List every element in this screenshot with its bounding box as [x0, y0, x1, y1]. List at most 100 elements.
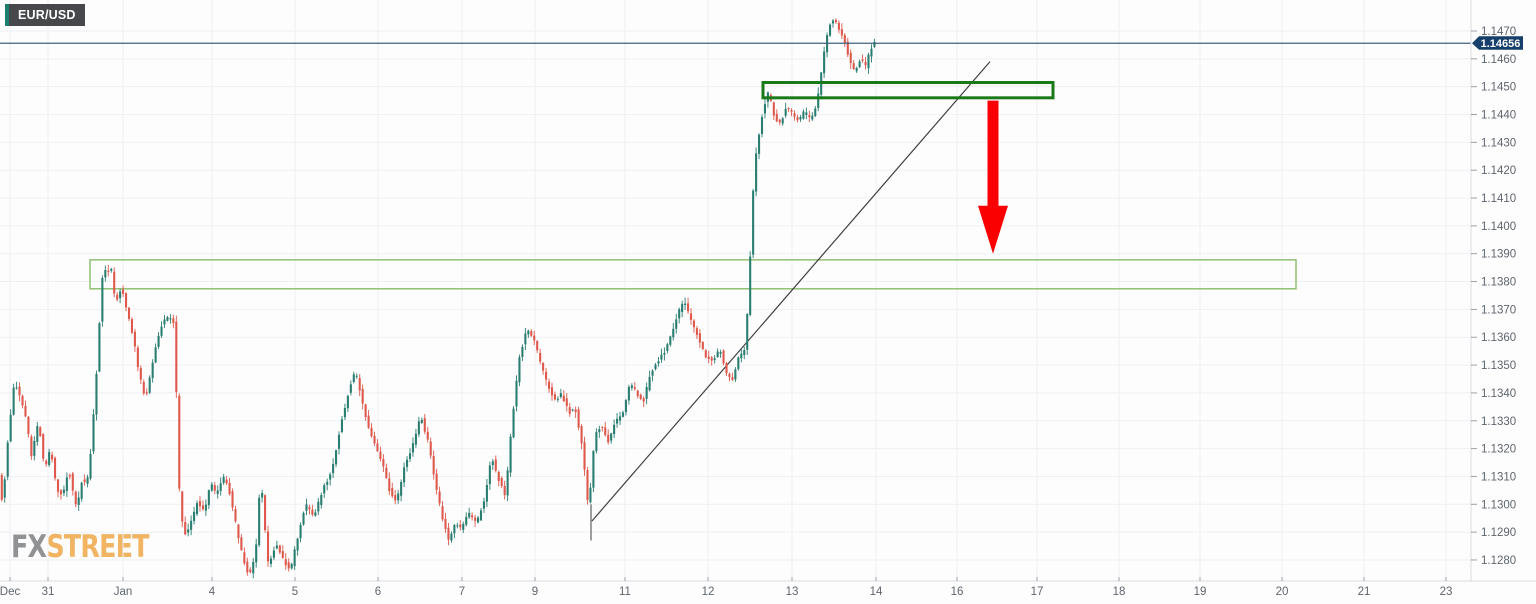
candle-body — [737, 357, 740, 370]
candle-body — [225, 479, 228, 484]
candle-body — [583, 442, 586, 470]
time-tick-label: 23 — [1440, 586, 1453, 598]
candle-body — [852, 63, 855, 70]
price-tick-label: 1.1420 — [1481, 165, 1516, 177]
candle-body — [411, 443, 415, 453]
candle-body — [471, 515, 474, 518]
candle-body — [494, 459, 497, 471]
price-tick-label: 1.1280 — [1481, 555, 1516, 567]
candle-body — [33, 440, 36, 456]
candle-body — [385, 467, 388, 478]
candle-body — [269, 558, 273, 564]
candle-body — [305, 504, 308, 511]
candle-body — [586, 470, 589, 501]
price-tick-label: 1.1440 — [1481, 110, 1516, 122]
resistance-zone-box[interactable] — [761, 81, 1055, 100]
candle-body — [654, 364, 657, 370]
candle-body — [207, 490, 210, 506]
ascending-trendline[interactable] — [591, 61, 991, 522]
candle-body — [432, 456, 435, 475]
candle-body — [530, 331, 533, 336]
price-tick-label: 1.1380 — [1481, 277, 1516, 289]
candle-body — [858, 61, 861, 68]
candle-body — [12, 387, 15, 415]
price-tick-label: 1.1460 — [1481, 54, 1516, 66]
candle-body — [30, 436, 33, 457]
candle-body — [571, 409, 574, 411]
candle-body — [447, 527, 450, 540]
time-tick-label: 7 — [459, 586, 465, 598]
candle-body — [219, 483, 222, 492]
candle-body — [509, 436, 512, 473]
candle-body — [15, 387, 18, 389]
candle-body — [568, 407, 571, 414]
time-tick-label: 16 — [951, 586, 964, 598]
candle-body — [376, 443, 379, 452]
candle-body — [796, 117, 799, 121]
candle-body — [193, 511, 196, 522]
candle-body — [198, 501, 202, 507]
candle-body — [237, 524, 240, 539]
candle-body — [435, 473, 438, 490]
candle-body — [539, 352, 542, 362]
candle-body — [187, 529, 190, 533]
price-tick-label: 1.1310 — [1481, 471, 1516, 483]
time-tick-label: 31 — [42, 586, 55, 598]
candle-body — [408, 453, 412, 460]
candle-body — [178, 395, 181, 489]
candle-body — [772, 102, 775, 116]
candle-body — [574, 409, 577, 413]
candle-body — [343, 408, 346, 418]
down-arrow[interactable] — [978, 100, 1008, 254]
candle-body — [849, 52, 852, 64]
candle-body — [559, 393, 562, 398]
candle-body — [142, 382, 145, 394]
time-axis[interactable] — [0, 581, 1536, 604]
candle-body — [648, 376, 651, 391]
candle-body — [462, 524, 465, 530]
candle-body — [684, 303, 687, 306]
candle-body — [485, 485, 488, 502]
symbol-badge: EUR/USD — [5, 4, 85, 26]
candle-body — [678, 309, 681, 319]
candle-body — [450, 533, 453, 541]
candle-body — [444, 518, 447, 529]
candle-body — [53, 457, 57, 479]
candle-body — [701, 342, 704, 349]
candle-body — [169, 318, 172, 320]
price-axis[interactable] — [1471, 0, 1536, 581]
candle-body — [834, 20, 838, 23]
candle-body — [337, 434, 341, 449]
candle-body — [618, 416, 622, 421]
candle-body — [83, 479, 86, 483]
candle-body — [136, 347, 139, 368]
candle-body — [51, 454, 54, 460]
candle-body — [391, 488, 394, 497]
candle-body — [636, 390, 639, 396]
time-tick-label: 12 — [702, 586, 715, 598]
price-tick-label: 1.1470 — [1481, 26, 1516, 38]
candle-body — [284, 559, 287, 566]
candle-body — [317, 501, 320, 512]
support-zone-box[interactable] — [89, 259, 1297, 290]
candle-body — [124, 293, 128, 308]
candle-body — [633, 387, 636, 389]
candle-body — [607, 434, 610, 443]
candle-body — [704, 350, 707, 358]
candle-body — [545, 371, 548, 380]
candle-body — [423, 418, 426, 432]
candle-body — [255, 544, 258, 563]
candle-body — [604, 427, 607, 436]
candle-body — [468, 512, 471, 518]
candle-body — [823, 51, 826, 74]
candle-body — [314, 512, 317, 516]
candle-body — [722, 350, 725, 364]
candle-body — [743, 350, 746, 356]
candle-body — [651, 370, 654, 376]
price-tick-label: 1.1430 — [1481, 137, 1516, 149]
candle-body — [755, 153, 758, 192]
candle-body — [151, 362, 154, 378]
candle-body — [562, 395, 565, 402]
candle-body — [663, 352, 666, 355]
